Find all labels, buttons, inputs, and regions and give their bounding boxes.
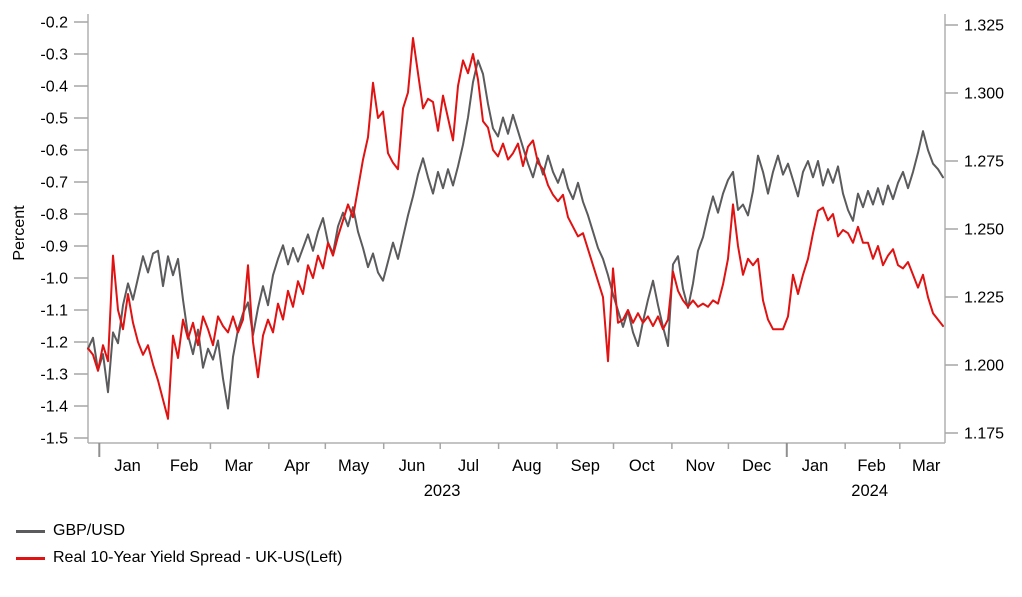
left-axis-tick-label: -0.8 xyxy=(40,207,68,224)
year-label: 2024 xyxy=(851,482,888,500)
month-label: Jul xyxy=(458,457,479,475)
left-axis-tick-label: -0.2 xyxy=(40,15,68,32)
month-label: Dec xyxy=(742,457,771,475)
month-label: Mar xyxy=(912,457,941,475)
month-label: Jun xyxy=(399,457,426,475)
month-label: Nov xyxy=(685,457,715,475)
right-axis-tick-label: 1.250 xyxy=(964,222,1004,239)
gbpusd-line-swatch xyxy=(16,529,45,533)
legend-item-yield-spread: Real 10-Year Yield Spread - UK-US(Left) xyxy=(16,549,342,567)
legend-label-yield-spread: Real 10-Year Yield Spread - UK-US(Left) xyxy=(53,549,343,566)
right-axis-tick-label: 1.275 xyxy=(964,154,1004,171)
left-axis-tick-label: -0.9 xyxy=(40,239,68,256)
left-axis-tick-label: -0.7 xyxy=(40,175,68,192)
gbpusd-line xyxy=(87,59,944,410)
legend-item-gbpusd: GBP/USD xyxy=(16,522,342,540)
yield-spread-line-swatch xyxy=(16,556,45,560)
legend-label-gbpusd: GBP/USD xyxy=(53,522,126,539)
month-label: Mar xyxy=(224,457,253,475)
month-label: Feb xyxy=(857,457,885,475)
left-axis-tick-label: -0.3 xyxy=(40,47,68,64)
left-axis-tick-label: -1.5 xyxy=(40,431,68,448)
left-axis-tick-label: -0.4 xyxy=(40,79,68,96)
left-axis-tick-label: -1.4 xyxy=(40,399,68,416)
left-axis-tick-label: -1.0 xyxy=(40,271,68,288)
month-label: Jan xyxy=(802,457,829,475)
right-axis-tick-label: 1.225 xyxy=(964,290,1004,307)
left-axis-tick-label: -1.3 xyxy=(40,367,68,384)
month-label: Jan xyxy=(114,457,141,475)
month-label: Oct xyxy=(629,457,655,475)
yield-spread-line xyxy=(87,37,944,420)
month-label: Sep xyxy=(571,457,600,475)
month-label: Feb xyxy=(170,457,198,475)
left-axis-tick-label: -1.2 xyxy=(40,335,68,352)
left-axis-tick-label: -0.5 xyxy=(40,111,68,128)
right-axis-tick-label: 1.325 xyxy=(964,18,1004,35)
left-axis-tick-label: -0.6 xyxy=(40,143,68,160)
left-axis-tick-label: -1.1 xyxy=(40,303,68,320)
month-label: Apr xyxy=(284,457,310,475)
left-axis-title: Percent xyxy=(11,205,28,261)
right-axis-tick-label: 1.200 xyxy=(964,358,1004,375)
right-axis-tick-label: 1.175 xyxy=(964,426,1004,443)
month-label: May xyxy=(338,457,370,475)
year-label: 2023 xyxy=(424,482,461,500)
legend: GBP/USD Real 10-Year Yield Spread - UK-U… xyxy=(16,522,342,567)
month-label: Aug xyxy=(512,457,541,475)
right-axis-tick-label: 1.300 xyxy=(964,86,1004,103)
